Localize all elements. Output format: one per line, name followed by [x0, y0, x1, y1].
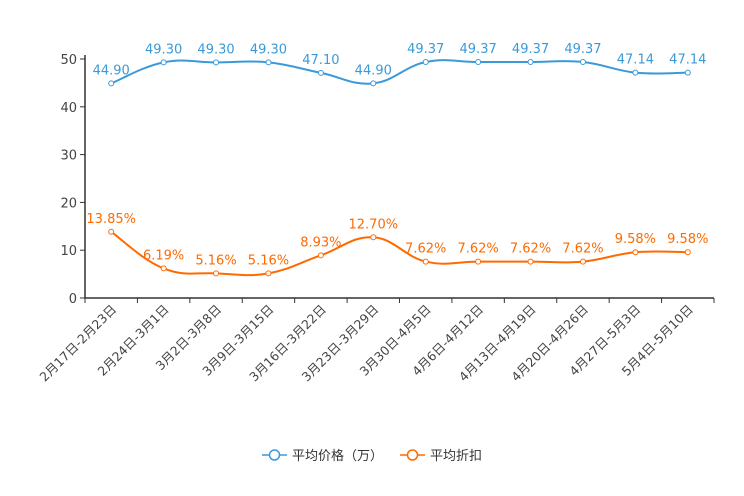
- data-point: [527, 59, 534, 66]
- data-label: 44.90: [355, 63, 392, 78]
- data-point: [317, 69, 324, 76]
- y-tick-label: 10: [60, 244, 77, 259]
- data-label: 49.37: [512, 42, 549, 57]
- data-point: [579, 59, 586, 66]
- data-point: [265, 59, 272, 66]
- data-label: 7.62%: [457, 242, 498, 257]
- legend-marker: [268, 449, 281, 461]
- data-label: 44.90: [93, 63, 130, 78]
- data-label: 7.62%: [405, 242, 446, 257]
- data-point: [213, 270, 220, 277]
- data-label: 8.93%: [300, 235, 341, 250]
- data-label: 9.58%: [667, 232, 708, 247]
- data-point: [108, 228, 115, 235]
- series-line-1: [110, 230, 688, 277]
- data-label: 47.10: [302, 53, 339, 68]
- data-label: 47.14: [617, 53, 654, 68]
- data-point: [632, 249, 639, 256]
- y-tick-label: 40: [60, 101, 77, 116]
- y-tick-label: 20: [60, 196, 77, 211]
- data-label: 7.62%: [562, 242, 603, 257]
- data-point: [579, 258, 586, 265]
- data-label: 5.16%: [248, 253, 289, 268]
- data-label: 49.37: [564, 42, 601, 57]
- data-point: [160, 265, 167, 272]
- data-point: [475, 258, 482, 265]
- series-line-0: [110, 59, 688, 85]
- data-label: 6.19%: [143, 248, 184, 263]
- y-tick-label: 0: [69, 292, 77, 307]
- data-point: [684, 249, 691, 256]
- data-point: [265, 270, 272, 277]
- data-point: [422, 59, 429, 66]
- data-point: [527, 258, 534, 265]
- data-point: [370, 80, 377, 87]
- data-label: 7.62%: [510, 242, 551, 257]
- data-point: [422, 258, 429, 265]
- data-label: 47.14: [669, 53, 706, 68]
- y-tick-label: 30: [60, 149, 77, 164]
- data-point: [475, 59, 482, 66]
- legend-label: 平均折扣: [430, 449, 482, 464]
- data-point: [370, 234, 377, 241]
- legend-label: 平均价格（万）: [292, 448, 383, 464]
- data-point: [684, 69, 691, 76]
- data-label: 13.85%: [86, 212, 136, 227]
- data-label: 49.30: [250, 42, 287, 57]
- data-point: [632, 69, 639, 76]
- data-point: [108, 80, 115, 87]
- data-label: 49.37: [407, 42, 444, 57]
- legend-marker: [406, 449, 419, 461]
- data-point: [213, 59, 220, 66]
- data-label: 49.30: [145, 42, 182, 57]
- data-label: 5.16%: [195, 253, 236, 268]
- data-label: 12.70%: [349, 217, 399, 232]
- data-label: 49.37: [460, 42, 497, 57]
- data-point: [160, 59, 167, 66]
- data-label: 9.58%: [615, 232, 656, 247]
- y-tick-label: 50: [60, 53, 77, 68]
- data-point: [317, 252, 324, 259]
- data-label: 49.30: [197, 42, 234, 57]
